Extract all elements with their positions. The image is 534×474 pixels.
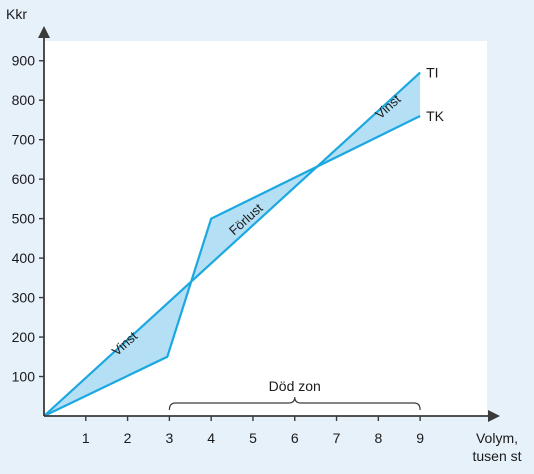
y-axis-label: Kkr bbox=[6, 6, 27, 22]
dead-zone-brace bbox=[168, 396, 421, 411]
dead-zone-label: Död zon bbox=[269, 378, 321, 394]
y-tick-label-800: 800 bbox=[12, 92, 36, 108]
x-tick-label-1: 1 bbox=[82, 430, 90, 446]
y-axis-arrow-icon bbox=[38, 26, 50, 38]
y-tick-label-400: 400 bbox=[12, 250, 36, 266]
y-tick-label-500: 500 bbox=[12, 211, 36, 227]
series-line-ti bbox=[43, 71, 421, 417]
series-line-tk bbox=[43, 115, 421, 417]
x-tick-label-2: 2 bbox=[124, 430, 132, 446]
series-label-tk: TK bbox=[426, 108, 445, 124]
x-axis-arrow-icon bbox=[488, 410, 500, 422]
x-tick-label-6: 6 bbox=[291, 430, 299, 446]
x-tick-label-5: 5 bbox=[249, 430, 257, 446]
x-tick-label-9: 9 bbox=[416, 430, 424, 446]
x-axis-label-line2: tusen st bbox=[472, 448, 521, 464]
y-tick-label-300: 300 bbox=[12, 290, 36, 306]
y-tick-label-100: 100 bbox=[12, 369, 36, 385]
x-tick-label-7: 7 bbox=[333, 430, 341, 446]
x-tick-label-3: 3 bbox=[165, 430, 173, 446]
y-tick-label-600: 600 bbox=[12, 171, 36, 187]
x-axis-label-line1: Volym, bbox=[476, 430, 518, 446]
x-tick-label-4: 4 bbox=[207, 430, 215, 446]
y-tick-label-200: 200 bbox=[12, 329, 36, 345]
y-tick-label-700: 700 bbox=[12, 132, 36, 148]
x-tick-label-8: 8 bbox=[374, 430, 382, 446]
y-tick-label-900: 900 bbox=[12, 53, 36, 69]
series-label-ti: TI bbox=[426, 65, 438, 81]
